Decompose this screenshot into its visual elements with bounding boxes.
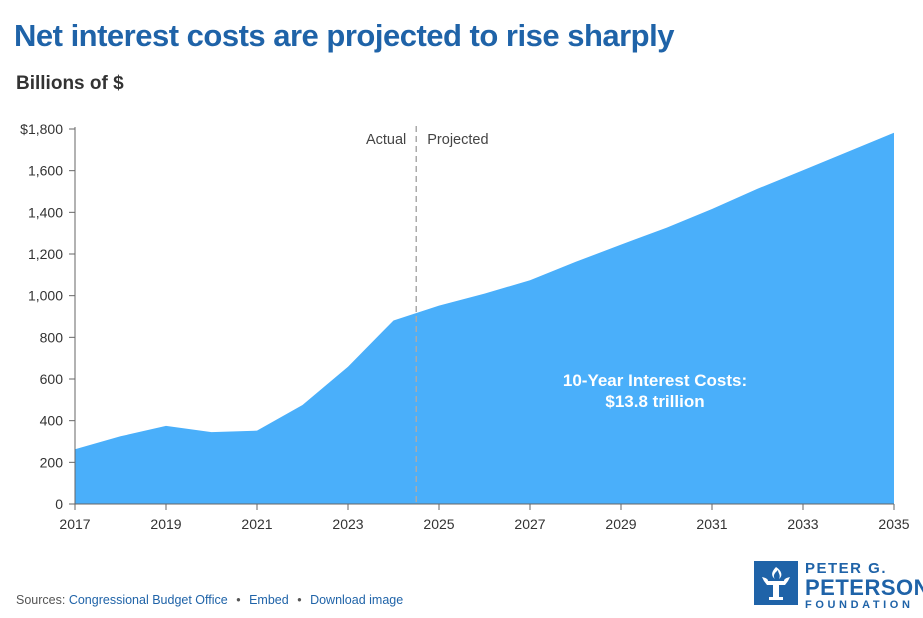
annotation-line-2: $13.8 trillion — [605, 392, 704, 411]
chart-title: Net interest costs are projected to rise… — [14, 18, 674, 53]
x-tick-label: 2029 — [605, 516, 636, 532]
annotation-line-1: 10-Year Interest Costs: — [563, 371, 747, 390]
y-tick-label: 1,400 — [28, 204, 63, 220]
x-tick-label: 2021 — [241, 516, 272, 532]
x-tick-label: 2035 — [878, 516, 909, 532]
separator: • — [236, 593, 241, 607]
torch-icon — [754, 561, 798, 605]
x-tick-label: 2033 — [787, 516, 818, 532]
footer: Sources: Congressional Budget Office • E… — [16, 593, 403, 607]
y-tick-label: 1,600 — [28, 163, 63, 179]
x-tick-label: 2027 — [514, 516, 545, 532]
x-tick-label: 2017 — [59, 516, 90, 532]
x-tick-label: 2019 — [150, 516, 181, 532]
sources-label: Sources: — [16, 593, 66, 607]
logo-line-2: PETERSON — [805, 575, 923, 600]
logo-line-1: PETER G. — [805, 560, 888, 577]
y-tick-label: 200 — [40, 454, 64, 470]
y-tick-label: $1,800 — [20, 121, 63, 137]
y-tick-label: 400 — [40, 413, 64, 429]
y-tick-label: 1,000 — [28, 288, 63, 304]
embed-link[interactable]: Embed — [249, 593, 289, 607]
logo-line-3: FOUNDATION — [805, 599, 914, 611]
y-tick-label: 0 — [55, 496, 63, 512]
x-tick-label: 2031 — [696, 516, 727, 532]
y-tick-label: 1,200 — [28, 246, 63, 262]
projected-label: Projected — [427, 132, 488, 148]
y-tick-label: 600 — [40, 371, 64, 387]
area-series-net-interest — [75, 132, 894, 504]
peterson-foundation-logo[interactable]: PETER G. PETERSON FOUNDATION — [754, 561, 923, 611]
x-tick-label: 2025 — [423, 516, 454, 532]
logo-wordmark: PETER G. PETERSON FOUNDATION — [805, 561, 923, 611]
separator: • — [297, 593, 302, 607]
source-link-cbo[interactable]: Congressional Budget Office — [68, 593, 228, 607]
chart-subtitle: Billions of $ — [16, 73, 124, 94]
x-tick-label: 2023 — [332, 516, 363, 532]
y-tick-label: 800 — [40, 329, 64, 345]
actual-label: Actual — [366, 132, 406, 148]
download-image-link[interactable]: Download image — [310, 593, 404, 607]
